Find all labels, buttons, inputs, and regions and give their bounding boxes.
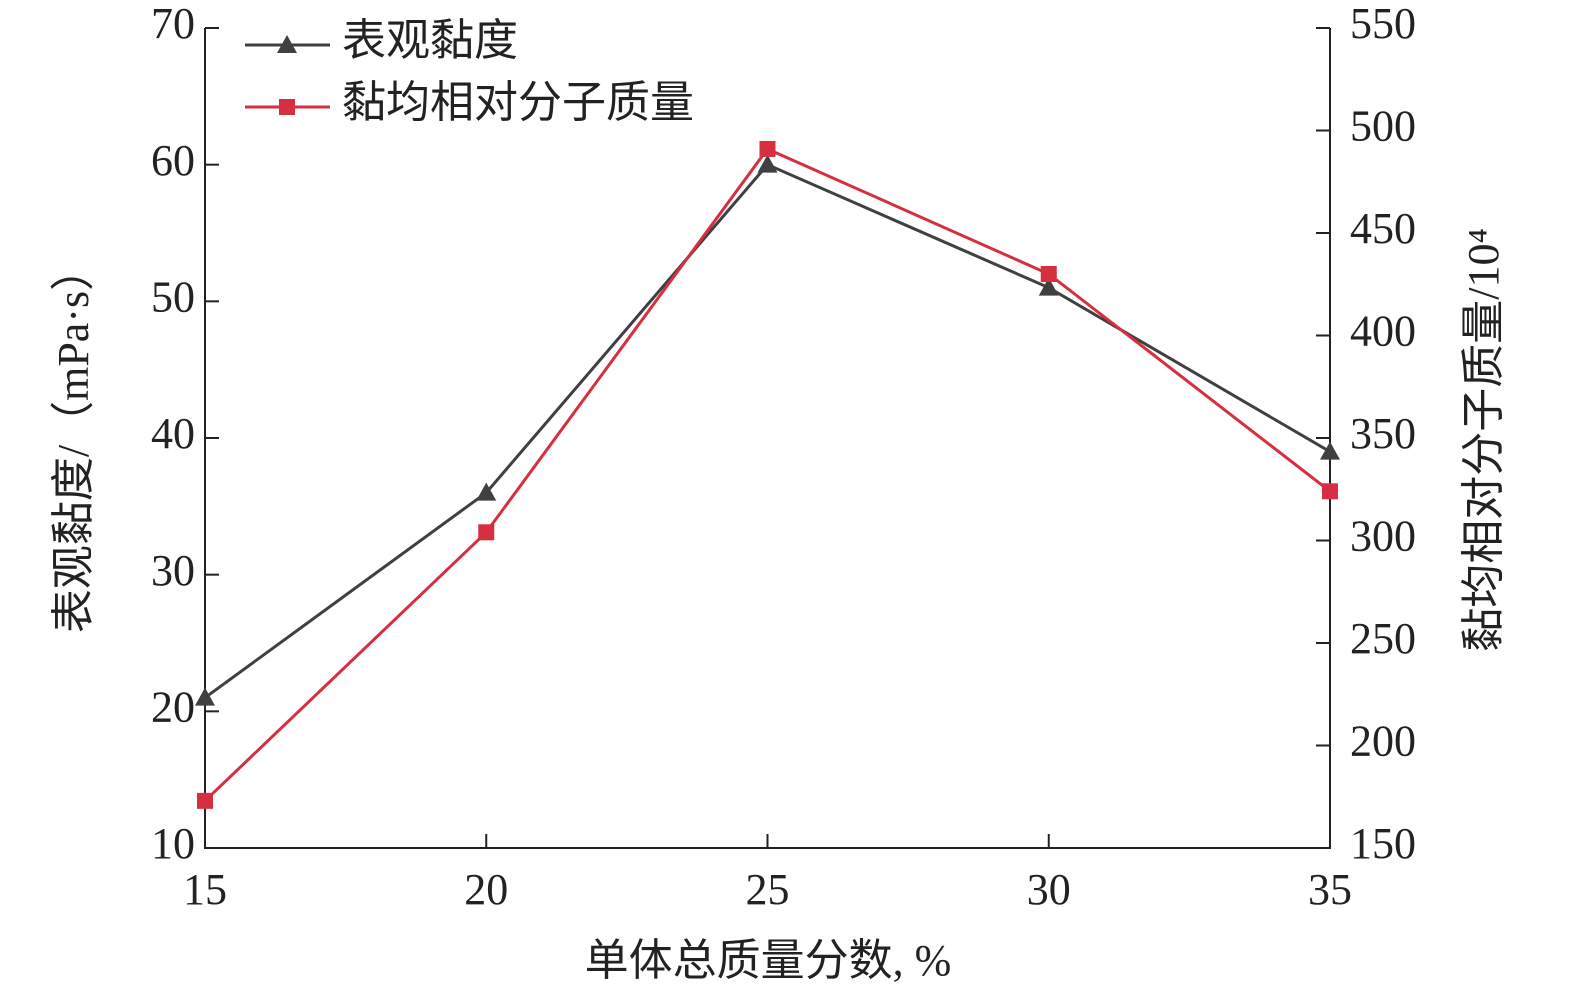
y2-tick-label: 400	[1350, 307, 1416, 356]
data-point	[759, 140, 776, 157]
y2-tick-label: 550	[1350, 0, 1416, 48]
y2-tick-label: 450	[1350, 204, 1416, 253]
legend-label: 黏均相对分子质量	[342, 78, 694, 127]
legend-marker	[277, 35, 297, 53]
x-axis-label: 单体总质量分数, %	[585, 936, 952, 985]
y-tick-label: 10	[151, 819, 195, 868]
data-point	[478, 524, 495, 541]
legend-label: 表观黏度	[342, 16, 518, 65]
y2-tick-label: 300	[1350, 512, 1416, 561]
y-tick-label: 70	[151, 0, 195, 48]
data-point	[197, 792, 213, 809]
y-tick-label: 30	[151, 546, 195, 595]
series-line	[204, 162, 1331, 699]
y-tick-label: 20	[151, 682, 195, 731]
y2-tick-label: 150	[1350, 819, 1416, 868]
y-tick-label: 40	[151, 409, 195, 458]
data-point	[757, 154, 778, 173]
y2-tick-label: 200	[1350, 717, 1416, 766]
y2-tick-label: 500	[1350, 102, 1416, 151]
data-point	[195, 687, 215, 706]
y-axis-label: 表观黏度/（mPa·s）	[49, 247, 98, 633]
x-tick-label: 35	[1308, 865, 1352, 914]
data-point	[1322, 483, 1338, 500]
data-point	[476, 482, 497, 501]
y2-tick-label: 350	[1350, 409, 1416, 458]
series-line	[203, 147, 1331, 802]
data-point	[1320, 441, 1340, 460]
y-tick-label: 60	[151, 136, 195, 185]
y-tick-label: 50	[151, 272, 195, 321]
x-tick-label: 25	[746, 865, 790, 914]
legend-marker	[279, 99, 295, 115]
y2-tick-label: 250	[1350, 614, 1416, 663]
data-point	[1040, 266, 1057, 282]
x-tick-label: 30	[1027, 865, 1071, 914]
x-tick-label: 15	[183, 865, 227, 914]
x-tick-label: 20	[464, 865, 508, 914]
y2-axis-label: 黏均相对分子质量/10⁴	[1459, 228, 1508, 652]
data-point	[1038, 277, 1059, 296]
